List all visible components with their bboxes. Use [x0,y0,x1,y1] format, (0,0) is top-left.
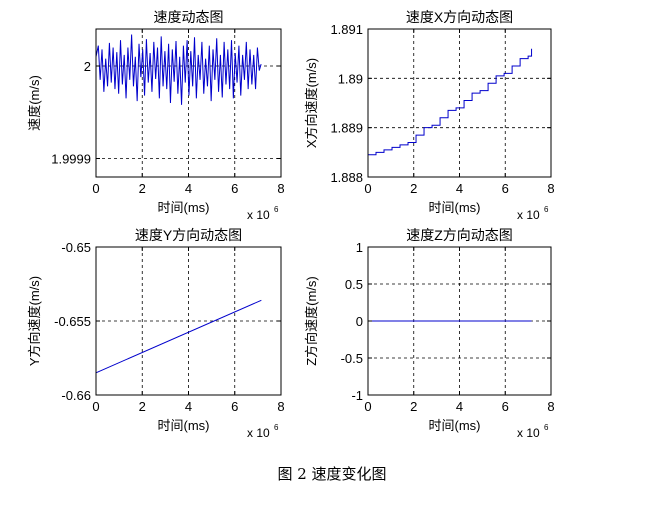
x-tick-label: 4 [185,399,192,414]
x-tick-label: 2 [410,399,417,414]
x-tick-label: 0 [92,399,99,414]
x-axis-label: 时间(ms) [429,200,481,215]
y-tick-label: 1 [356,240,363,255]
x-tick-label: 2 [139,181,146,196]
x-tick-label: 8 [547,399,554,414]
x-multiplier-base: x 10 [247,426,270,440]
x-multiplier-exponent: 6 [274,205,279,214]
x-multiplier-base: x 10 [517,208,540,222]
y-tick-label: -0.655 [54,314,91,329]
x-axis-label: 时间(ms) [158,418,210,433]
y-tick-label: 2 [84,59,91,74]
y-tick-label: -0.65 [61,240,91,255]
x-tick-label: 4 [456,181,463,196]
y-tick-label: 1.891 [330,22,363,37]
y-tick-label: 1.888 [330,170,363,185]
x-tick-label: 0 [92,181,99,196]
x-tick-label: 6 [231,399,238,414]
y-tick-label: -1 [351,388,363,403]
y-axis-label: Y方向速度(m/s) [27,276,42,366]
series-line-1 [95,299,262,374]
chart-title: 速度X方向动态图 [406,9,513,25]
x-axis-label: 时间(ms) [429,418,481,433]
y-axis-label: Z方向速度(m/s) [304,276,319,366]
x-tick-label: 8 [547,181,554,196]
x-multiplier-base: x 10 [247,208,270,222]
x-tick-label: 2 [139,399,146,414]
x-tick-label: 6 [231,181,238,196]
series-line-1 [368,48,533,156]
x-tick-label: 0 [364,399,371,414]
x-multiplier-exponent: 6 [544,205,549,214]
x-tick-label: 6 [502,181,509,196]
chart-title: 速度Y方向动态图 [135,227,242,243]
y-tick-label: -0.5 [341,351,363,366]
x-tick-label: 8 [277,399,284,414]
y-axis-label: 速度(m/s) [27,75,42,131]
chart-title: 速度Z方向动态图 [406,227,513,243]
y-tick-label: 0.5 [345,277,363,292]
chart-title: 速度动态图 [154,9,224,25]
x-tick-label: 0 [364,181,371,196]
y-tick-label: -0.66 [61,388,91,403]
x-tick-label: 6 [502,399,509,414]
y-tick-label: 1.9999 [51,152,91,167]
y-tick-label: 1.889 [330,121,363,136]
series-line-1 [95,34,262,105]
x-tick-label: 4 [456,399,463,414]
x-multiplier-exponent: 6 [274,423,279,432]
figure-caption: 图 2 速度变化图 [277,465,387,483]
x-axis-label: 时间(ms) [158,200,210,215]
y-tick-label: 0 [356,314,363,329]
x-tick-label: 2 [410,181,417,196]
x-tick-label: 8 [277,181,284,196]
x-multiplier-exponent: 6 [544,423,549,432]
x-tick-label: 4 [185,181,192,196]
x-multiplier-base: x 10 [517,426,540,440]
y-axis-label: X方向速度(m/s) [304,58,319,148]
y-tick-label: 1.89 [338,71,363,86]
